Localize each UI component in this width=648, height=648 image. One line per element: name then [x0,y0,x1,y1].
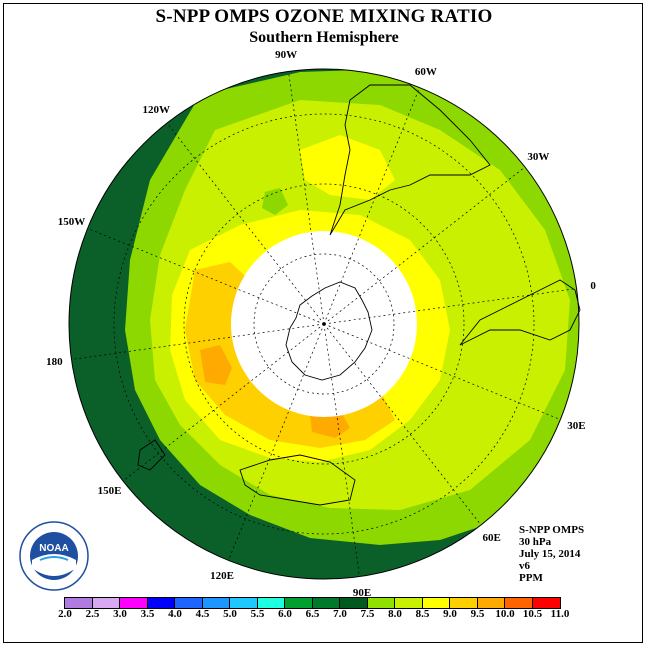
colorbar-tick-label: 6.5 [305,608,320,620]
colorbar-ticks: 2.0 2.5 3.0 3.5 4.0 4.5 5.0 5.5 6.0 6.5 7.0 7.5 8.0 8… [0,608,648,622]
colorbar-swatch [202,598,230,608]
colorbar-swatch [367,598,395,608]
africa-coast [459,279,581,346]
info-level: 30 hPa [519,536,552,548]
coastlines [137,84,581,506]
colorbar-tick-label: 10.5 [522,608,543,620]
colorbar-swatch [257,598,285,608]
antarctica-coast [285,281,373,381]
colorbar-swatch [422,598,450,608]
colorbar-swatch [477,598,505,608]
longitude-label: 120W [142,103,171,116]
colorbar-tick-label: 8.0 [388,608,402,620]
field-orange [200,345,232,385]
colorbar-swatch [120,598,148,608]
info-units: PPM [519,572,543,584]
longitude-label: 90E [352,587,372,600]
colorbar-swatch [450,598,478,608]
longitude-label: 30E [567,419,586,432]
colorbar-tick-label: 5.0 [223,608,237,620]
colorbar-tick-label: 10.0 [495,608,515,620]
colorbar-tick-label: 11.0 [550,608,570,620]
south-pole [322,322,326,326]
plot-frame [3,3,643,643]
longitude-label: 150E [97,485,122,498]
map-title: S-NPP OMPS OZONE MIXING RATIO [155,6,493,27]
info-block: S-NPP OMPS 30 hPa July 15, 2014 v6 PPM [519,524,584,584]
latitude-circle-50 [183,183,465,465]
longitude-label: 0 [590,280,596,293]
field-orange-2 [310,410,350,438]
noaa-logo-text: NOAA [39,543,69,554]
map-subtitle: Southern Hemisphere [249,29,399,46]
colorbar-swatch [505,598,533,608]
colorbar-swatch [230,598,258,608]
noaa-logo: NOAA [18,520,90,592]
colorbar-tick-label: 7.5 [360,608,375,620]
colorbar-swatch [312,598,340,608]
latitude-circle-30 [113,113,535,535]
colorbar-tick-label: 7.0 [333,608,347,620]
longitude-label: 60W [414,65,437,78]
info-date: July 15, 2014 [519,548,581,560]
colorbar-swatch [285,598,313,608]
colorbar-tick-label: 2.5 [85,608,100,620]
colorbar-tick-label: 4.0 [168,608,182,620]
colorbar-tick-label: 3.5 [140,608,155,620]
colorbar-tick-label: 8.5 [415,608,430,620]
colorbar-tick-label: 6.0 [278,608,292,620]
field-green-patch [262,188,288,215]
longitude-label: 120E [210,570,234,583]
info-instrument: S-NPP OMPS [519,524,585,536]
colorbar-swatch [92,598,120,608]
latitude-circle-70 [253,253,395,395]
colorbar-swatch [340,598,368,608]
longitude-label: 180 [46,355,63,368]
colorbar-swatch [175,598,203,608]
map-boundary [68,68,580,580]
colorbar-tick-label: 5.5 [250,608,265,620]
longitude-label: 30W [527,150,550,163]
colorbar-tick-label: 9.5 [470,608,485,620]
new-zealand-coast [137,439,166,471]
colorbar-tick-label: 2.0 [58,608,72,620]
colorbar-swatch [395,598,423,608]
longitude-label: 60E [482,532,501,545]
south-america-coast [329,84,491,236]
graticule [71,71,577,577]
colorbar [64,597,561,609]
longitude-label: 90W [275,48,298,61]
colorbar-tick-label: 4.5 [195,608,210,620]
colorbar-swatch [532,598,560,608]
field-yellow-patch-north [300,135,395,200]
australia-coast [239,454,356,506]
colorbar-swatch [147,598,175,608]
longitude-label: 150W [57,216,86,229]
colorbar-tick-label: 3.0 [113,608,127,620]
colorbar-tick-label: 9.0 [443,608,457,620]
colorbar-swatch [65,598,93,608]
info-version: v6 [519,560,530,572]
